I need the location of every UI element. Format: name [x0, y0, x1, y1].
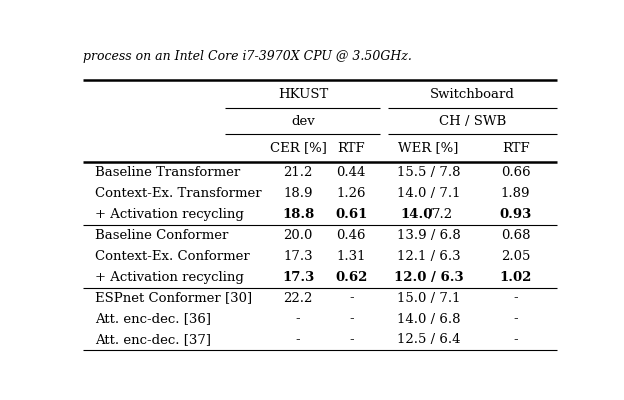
Text: 12.0 / 6.3: 12.0 / 6.3: [394, 271, 464, 284]
Text: 14.0: 14.0: [401, 208, 433, 221]
Text: -: -: [296, 334, 300, 346]
Text: 1.02: 1.02: [499, 271, 532, 284]
Text: Context-Ex. Transformer: Context-Ex. Transformer: [95, 187, 261, 200]
Text: 0.46: 0.46: [336, 229, 366, 242]
Text: -: -: [296, 312, 300, 326]
Text: Baseline Conformer: Baseline Conformer: [95, 229, 228, 242]
Text: 17.3: 17.3: [283, 250, 313, 263]
Text: 18.8: 18.8: [282, 208, 314, 221]
Text: 17.3: 17.3: [282, 271, 314, 284]
Text: CER [%]: CER [%]: [270, 142, 326, 154]
Text: -: -: [349, 292, 354, 304]
Text: -: -: [514, 312, 518, 326]
Text: process on an Intel Core i7-3970X CPU @ 3.50GHz.: process on an Intel Core i7-3970X CPU @ …: [83, 50, 412, 62]
Text: 2.05: 2.05: [501, 250, 530, 263]
Text: -: -: [349, 334, 354, 346]
Text: 0.44: 0.44: [336, 166, 366, 179]
Text: 14.0 / 7.1: 14.0 / 7.1: [397, 187, 461, 200]
Text: 7.2: 7.2: [432, 208, 454, 221]
Text: 0.93: 0.93: [500, 208, 532, 221]
Text: 1.31: 1.31: [336, 250, 366, 263]
Text: RTF: RTF: [502, 142, 530, 154]
Text: 20.0: 20.0: [283, 229, 313, 242]
Text: 12.5 / 6.4: 12.5 / 6.4: [397, 334, 461, 346]
Text: 0.61: 0.61: [335, 208, 368, 221]
Text: 14.0 / 6.8: 14.0 / 6.8: [397, 312, 461, 326]
Text: 22.2: 22.2: [283, 292, 313, 304]
Text: CH / SWB: CH / SWB: [439, 115, 506, 128]
Text: 0.68: 0.68: [501, 229, 530, 242]
Text: Att. enc-dec. [36]: Att. enc-dec. [36]: [95, 312, 211, 326]
Text: 18.9: 18.9: [283, 187, 313, 200]
Text: + Activation recycling: + Activation recycling: [95, 271, 244, 284]
Text: /: /: [424, 208, 437, 221]
Text: 21.2: 21.2: [283, 166, 313, 179]
Text: HKUST: HKUST: [278, 88, 328, 101]
Text: RTF: RTF: [338, 142, 365, 154]
Text: -: -: [514, 334, 518, 346]
Text: 15.0 / 7.1: 15.0 / 7.1: [397, 292, 461, 304]
Text: dev: dev: [291, 115, 314, 128]
Text: 0.66: 0.66: [501, 166, 530, 179]
Text: Switchboard: Switchboard: [430, 88, 515, 101]
Text: Context-Ex. Conformer: Context-Ex. Conformer: [95, 250, 250, 263]
Text: 1.26: 1.26: [336, 187, 366, 200]
Text: -: -: [349, 312, 354, 326]
Text: 12.1 / 6.3: 12.1 / 6.3: [397, 250, 461, 263]
Text: + Activation recycling: + Activation recycling: [95, 208, 244, 221]
Text: WER [%]: WER [%]: [398, 142, 459, 154]
Text: 1.89: 1.89: [501, 187, 530, 200]
Text: -: -: [514, 292, 518, 304]
Text: Baseline Transformer: Baseline Transformer: [95, 166, 240, 179]
Text: Att. enc-dec. [37]: Att. enc-dec. [37]: [95, 334, 211, 346]
Text: 13.9 / 6.8: 13.9 / 6.8: [397, 229, 461, 242]
Text: 15.5 / 7.8: 15.5 / 7.8: [397, 166, 461, 179]
Text: 0.62: 0.62: [335, 271, 368, 284]
Text: ESPnet Conformer [30]: ESPnet Conformer [30]: [95, 292, 252, 304]
